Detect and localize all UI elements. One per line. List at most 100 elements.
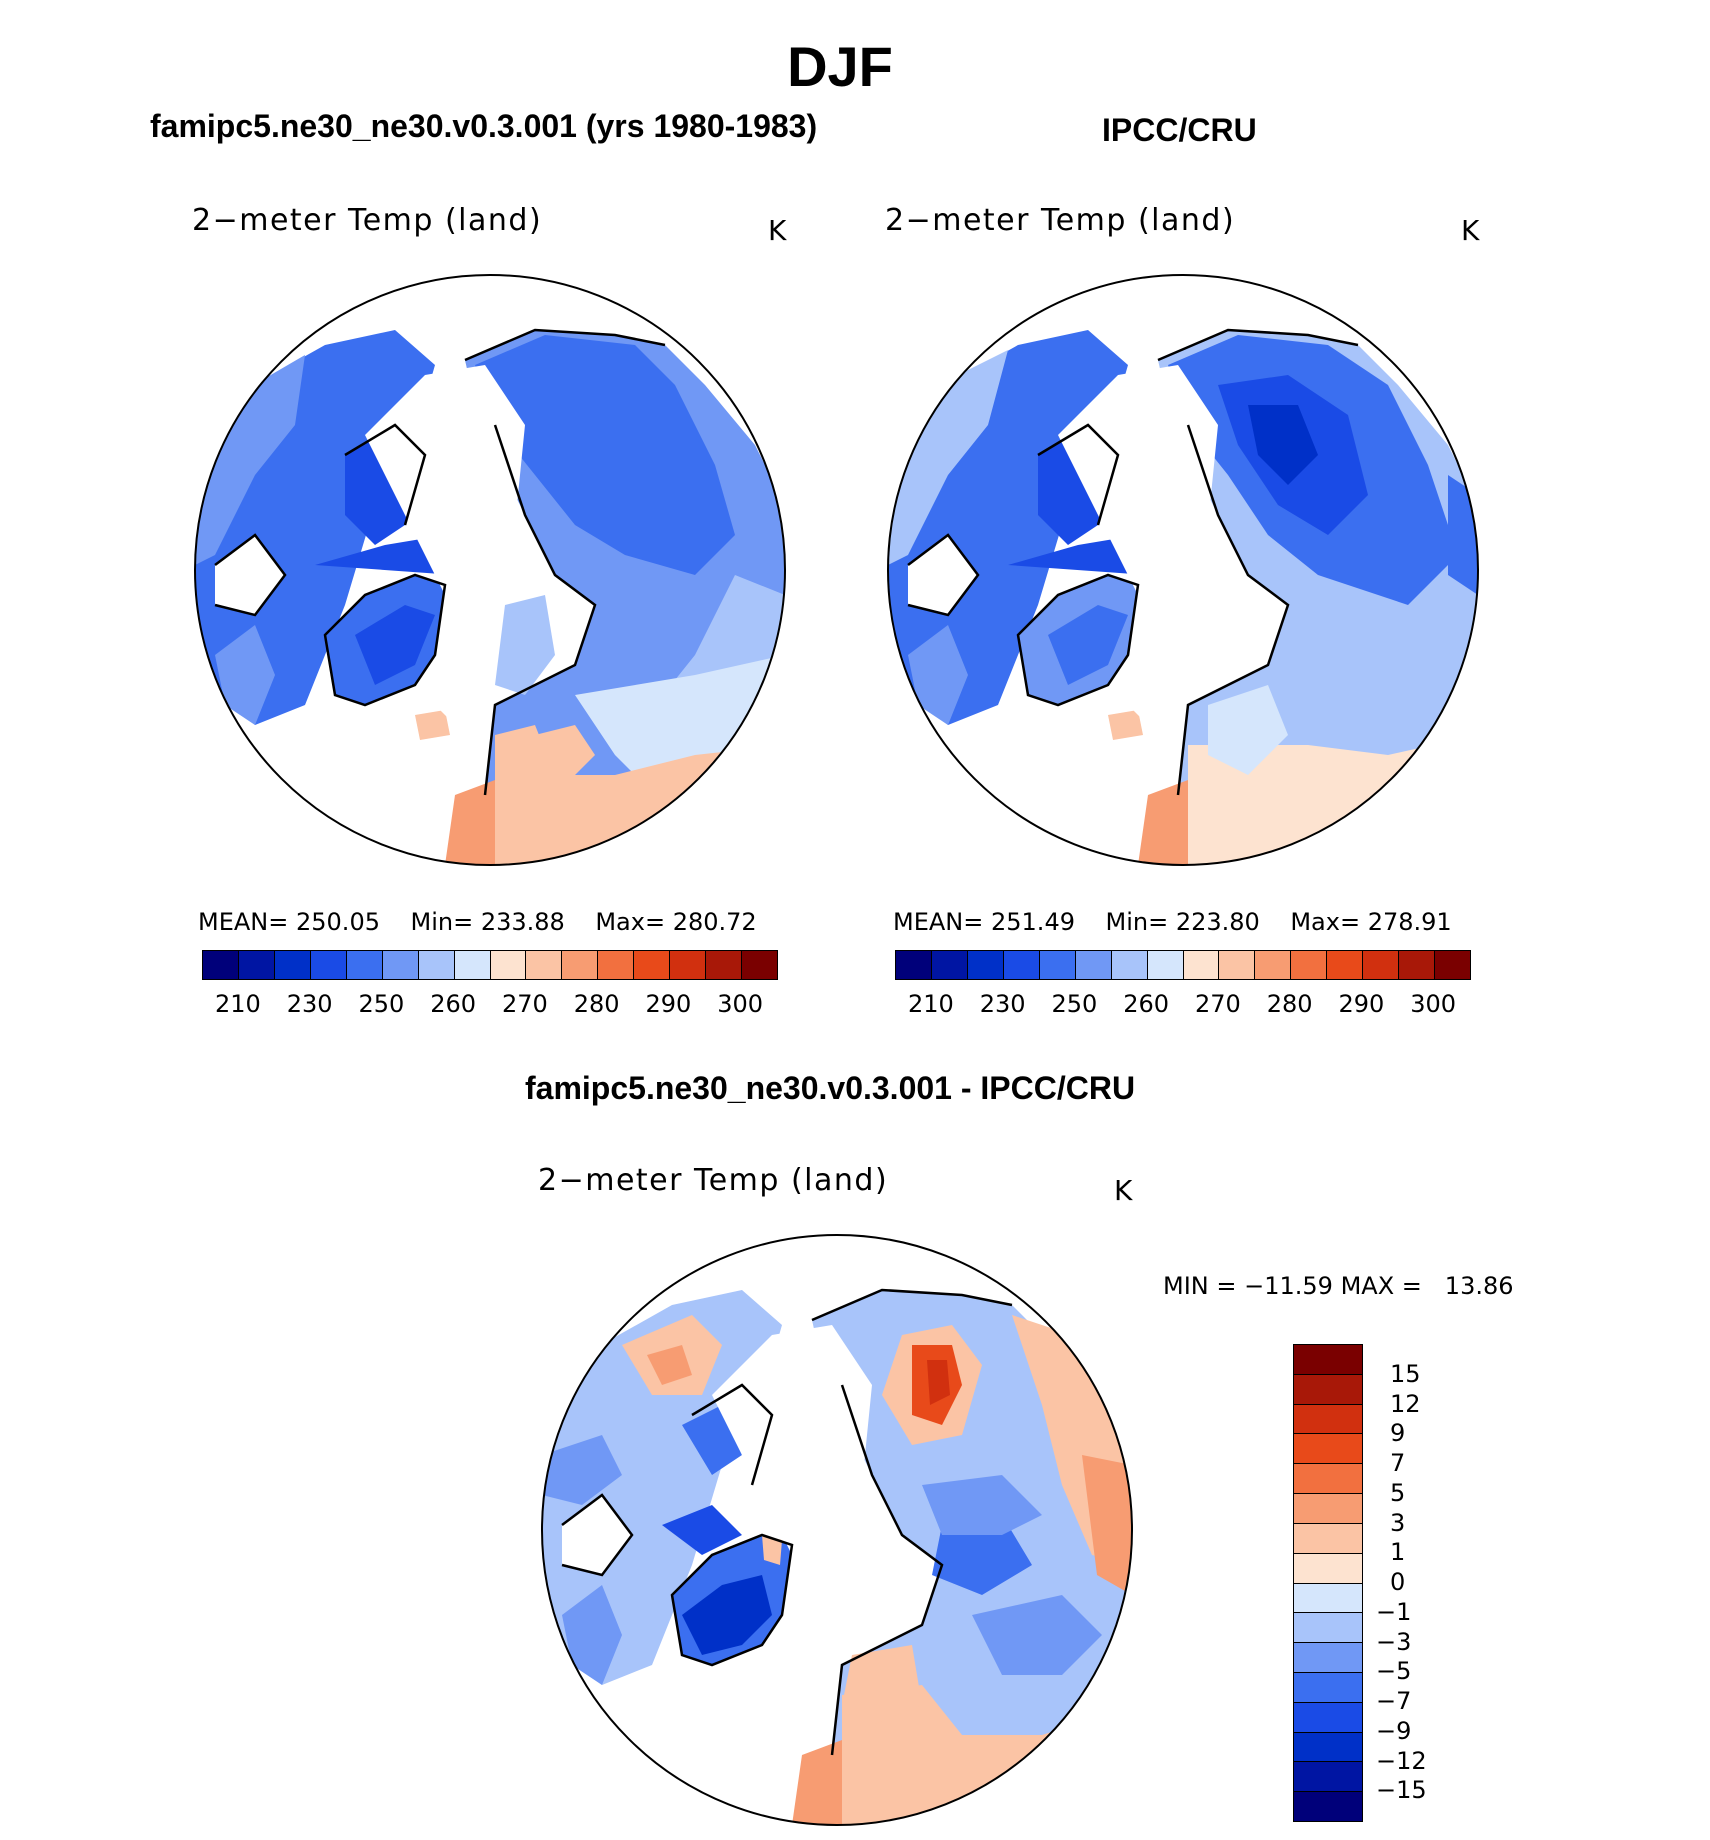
diff-stats: MIN = −11.59 MAX = 13.86 <box>1163 1272 1514 1300</box>
obs-min-value: 223.80 <box>1175 908 1260 936</box>
obs-mean-label: MEAN= <box>893 908 984 936</box>
model-min-value: 233.88 <box>480 908 565 936</box>
colorbar-tick-label: 280 <box>1266 990 1313 1018</box>
colorbar-tick-label: −12 <box>1376 1746 1427 1775</box>
model-colorbar-ticks: 210 230 250 260 270 280 290 300 <box>202 990 776 1020</box>
colorbar-tick-label: −5 <box>1376 1657 1412 1686</box>
colorbar-tick-label: −3 <box>1376 1627 1412 1656</box>
colorbar-swatch <box>1075 951 1112 979</box>
colorbar-swatch <box>634 951 671 979</box>
colorbar-swatch <box>1399 951 1436 979</box>
colorbar-swatch <box>1294 1702 1362 1733</box>
colorbar-tick-label: 210 <box>907 990 954 1018</box>
colorbar-tick-label: 9 <box>1390 1419 1406 1448</box>
model-min-label: Min= <box>410 908 474 936</box>
diff-temperature-field <box>542 1235 1132 1825</box>
colorbar-tick-label: 300 <box>1410 990 1457 1018</box>
colorbar-tick-label: 15 <box>1390 1359 1421 1388</box>
model-temperature-field <box>195 275 785 865</box>
colorbar-tick-label: 0 <box>1390 1568 1406 1596</box>
model-panel-title: 2−meter Temp (land) <box>192 203 543 238</box>
colorbar-swatch <box>1294 1762 1362 1793</box>
colorbar-tick-label: −9 <box>1376 1716 1412 1745</box>
colorbar-swatch <box>1147 951 1184 979</box>
diff-max-value: 13.86 <box>1444 1272 1514 1300</box>
model-header: famipc5.ne30_ne30.v0.3.001 (yrs 1980-198… <box>150 108 818 144</box>
obs-colorbar-ticks: 210 230 250 260 270 280 290 300 <box>895 990 1469 1020</box>
colorbar-swatch <box>1111 951 1148 979</box>
diff-units: K <box>1114 1174 1133 1207</box>
colorbar-swatch <box>1003 951 1040 979</box>
colorbar-swatch <box>896 951 932 979</box>
colorbar-swatch <box>1294 1464 1362 1495</box>
diff-colorbar <box>1293 1344 1363 1822</box>
colorbar-tick-label: 260 <box>430 990 477 1018</box>
model-units: K <box>768 214 787 247</box>
diff-header: famipc5.ne30_ne30.v0.3.001 - IPCC/CRU <box>525 1070 1136 1106</box>
colorbar-swatch <box>346 951 383 979</box>
colorbar-swatch <box>1291 951 1328 979</box>
colorbar-swatch <box>1294 1404 1362 1435</box>
colorbar-tick-label: 300 <box>717 990 764 1018</box>
model-mean-value: 250.05 <box>296 908 380 936</box>
colorbar-tick-label: −7 <box>1376 1687 1412 1715</box>
colorbar-swatch <box>706 951 743 979</box>
colorbar-swatch <box>1327 951 1364 979</box>
colorbar-swatch <box>382 951 419 979</box>
obs-units: K <box>1461 214 1480 247</box>
colorbar-swatch <box>1294 1345 1362 1375</box>
obs-stats: MEAN= 251.49 Min= 223.80 Max= 278.91 <box>893 908 1452 936</box>
colorbar-tick-label: −1 <box>1376 1597 1412 1626</box>
colorbar-tick-label: 210 <box>214 990 261 1018</box>
colorbar-swatch <box>418 951 455 979</box>
diff-map-boundary <box>541 1234 1133 1826</box>
colorbar-swatch <box>1435 951 1470 979</box>
colorbar-swatch <box>454 951 491 979</box>
colorbar-swatch <box>742 951 777 979</box>
colorbar-swatch <box>931 951 968 979</box>
colorbar-tick-label: 5 <box>1390 1478 1406 1507</box>
colorbar-swatch <box>967 951 1004 979</box>
colorbar-swatch <box>1294 1672 1362 1703</box>
colorbar-swatch <box>526 951 563 979</box>
colorbar-tick-label: 230 <box>286 990 333 1018</box>
colorbar-tick-label: 230 <box>979 990 1026 1018</box>
model-max-label: Max= <box>595 908 666 936</box>
colorbar-swatch <box>1039 951 1076 979</box>
obs-header: IPCC/CRU <box>1102 112 1257 148</box>
obs-temperature-field <box>888 275 1478 865</box>
colorbar-tick-label: 1 <box>1390 1538 1406 1567</box>
colorbar-tick-label: 290 <box>1338 990 1385 1018</box>
diff-min-label: MIN = <box>1163 1272 1237 1300</box>
colorbar-swatch <box>1255 951 1292 979</box>
colorbar-tick-label: 250 <box>1051 990 1098 1018</box>
colorbar-tick-label: 7 <box>1390 1449 1406 1477</box>
colorbar-swatch <box>1363 951 1400 979</box>
colorbar-swatch <box>1219 951 1256 979</box>
colorbar-tick-label: 270 <box>1194 990 1241 1018</box>
colorbar-swatch <box>1294 1434 1362 1465</box>
diff-max-label: MAX = <box>1340 1272 1422 1300</box>
colorbar-tick-label: 12 <box>1390 1389 1421 1418</box>
colorbar-swatch <box>670 951 707 979</box>
colorbar-tick-label: −15 <box>1376 1776 1427 1805</box>
colorbar-swatch <box>598 951 635 979</box>
diff-panel-title: 2−meter Temp (land) <box>538 1163 889 1198</box>
colorbar-swatch <box>238 951 275 979</box>
obs-max-label: Max= <box>1290 908 1361 936</box>
diff-polar-map <box>541 1234 1133 1826</box>
colorbar-swatch <box>1294 1643 1362 1673</box>
colorbar-swatch <box>490 951 527 979</box>
colorbar-swatch <box>1294 1494 1362 1524</box>
model-mean-label: MEAN= <box>198 908 289 936</box>
obs-colorbar <box>895 950 1471 980</box>
obs-min-label: Min= <box>1105 908 1169 936</box>
model-map-boundary <box>194 274 786 866</box>
figure-title: DJF <box>787 35 893 98</box>
model-max-value: 280.72 <box>672 908 757 936</box>
model-polar-map <box>194 274 786 866</box>
colorbar-swatch <box>1294 1523 1362 1554</box>
obs-mean-value: 251.49 <box>991 908 1075 936</box>
colorbar-tick-label: 260 <box>1123 990 1170 1018</box>
obs-map-boundary <box>887 274 1479 866</box>
